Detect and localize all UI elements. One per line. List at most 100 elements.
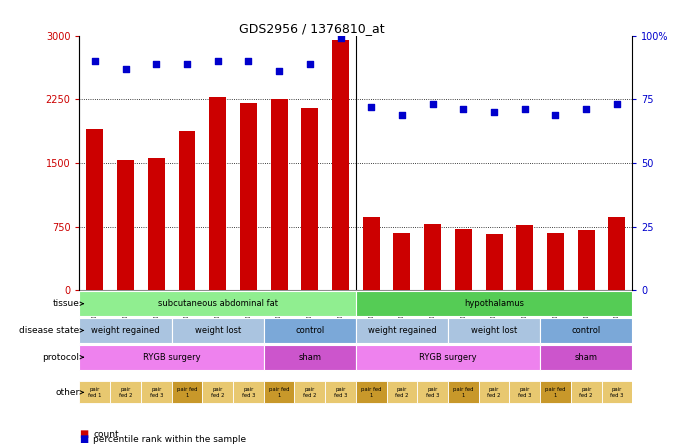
Point [151,60,162,67]
Bar [240,103,257,290]
Text: tissue: tissue [53,299,79,308]
Bar [233,381,264,404]
Bar [117,160,134,290]
Bar [363,217,379,290]
Bar [424,224,441,290]
Text: percentile rank within the sample: percentile rank within the sample [93,435,247,444]
Bar [540,318,632,343]
Point [427,101,438,108]
Point [335,35,346,42]
Title: GDS2956 / 1376810_at: GDS2956 / 1376810_at [239,23,384,36]
Point [89,57,100,64]
Bar [79,291,356,316]
Text: disease state: disease state [19,326,79,335]
Point [182,60,193,67]
Text: ■: ■ [79,428,88,439]
Text: other: other [55,388,79,397]
Bar [178,131,196,290]
Bar [332,40,349,290]
Bar [171,381,202,404]
Bar [571,381,602,404]
Text: pair
fed 3: pair fed 3 [242,387,255,398]
Text: control: control [571,326,600,335]
Bar [294,381,325,404]
Bar [141,381,171,404]
Point [366,103,377,111]
Text: pair
fed 2: pair fed 2 [580,387,593,398]
Text: RYGB surgery: RYGB surgery [143,353,200,362]
Text: pair
fed 3: pair fed 3 [610,387,623,398]
Text: pair
fed 2: pair fed 2 [487,387,501,398]
Text: pair
fed 1: pair fed 1 [88,387,102,398]
Text: pair fed
1: pair fed 1 [361,387,381,398]
Text: weight lost: weight lost [471,326,517,335]
Text: RYGB surgery: RYGB surgery [419,353,477,362]
Text: pair
fed 2: pair fed 2 [395,387,408,398]
Text: sham: sham [575,353,598,362]
Text: pair fed
1: pair fed 1 [269,387,290,398]
Bar [271,99,287,290]
Point [212,57,223,64]
Bar [356,381,386,404]
Text: pair
fed 2: pair fed 2 [211,387,225,398]
Text: pair fed
1: pair fed 1 [177,387,197,398]
Text: sham: sham [299,353,321,362]
Bar [110,381,141,404]
Bar [547,234,564,290]
Bar [356,345,540,369]
Bar [209,97,226,290]
Text: pair
fed 2: pair fed 2 [119,387,132,398]
Bar [79,381,110,404]
Bar [202,381,233,404]
Bar [148,158,164,290]
Bar [264,318,356,343]
Text: protocol: protocol [42,353,79,362]
Point [274,67,285,75]
Text: hypothalamus: hypothalamus [464,299,524,308]
Bar [264,381,294,404]
Bar [455,229,472,290]
Bar [448,318,540,343]
Point [243,57,254,64]
Bar [171,318,264,343]
Text: weight regained: weight regained [368,326,436,335]
Point [550,111,561,118]
Bar [516,225,533,290]
Point [397,111,408,118]
Text: pair
fed 2: pair fed 2 [303,387,316,398]
Text: pair
fed 3: pair fed 3 [518,387,531,398]
Text: pair
fed 3: pair fed 3 [426,387,439,398]
Bar [386,381,417,404]
Bar [479,381,509,404]
Text: pair
fed 3: pair fed 3 [334,387,347,398]
Bar [509,381,540,404]
Bar [79,345,264,369]
Bar [578,230,595,290]
Point [489,108,500,115]
Text: count: count [93,430,119,439]
Text: pair
fed 3: pair fed 3 [149,387,163,398]
Bar [540,345,632,369]
Point [458,106,469,113]
Text: pair fed
1: pair fed 1 [545,387,566,398]
Point [580,106,591,113]
Bar [448,381,479,404]
Bar [540,381,571,404]
Point [519,106,530,113]
Bar [356,318,448,343]
Text: pair fed
1: pair fed 1 [453,387,473,398]
Text: control: control [295,326,324,335]
Text: ■: ■ [79,434,88,444]
Bar [301,108,319,290]
Text: weight regained: weight regained [91,326,160,335]
Bar [486,234,502,290]
Text: weight lost: weight lost [195,326,240,335]
Bar [79,318,171,343]
Bar [356,291,632,316]
Bar [602,381,632,404]
Text: subcutaneous abdominal fat: subcutaneous abdominal fat [158,299,278,308]
Bar [393,233,410,290]
Point [612,101,623,108]
Bar [609,217,625,290]
Point [304,60,315,67]
